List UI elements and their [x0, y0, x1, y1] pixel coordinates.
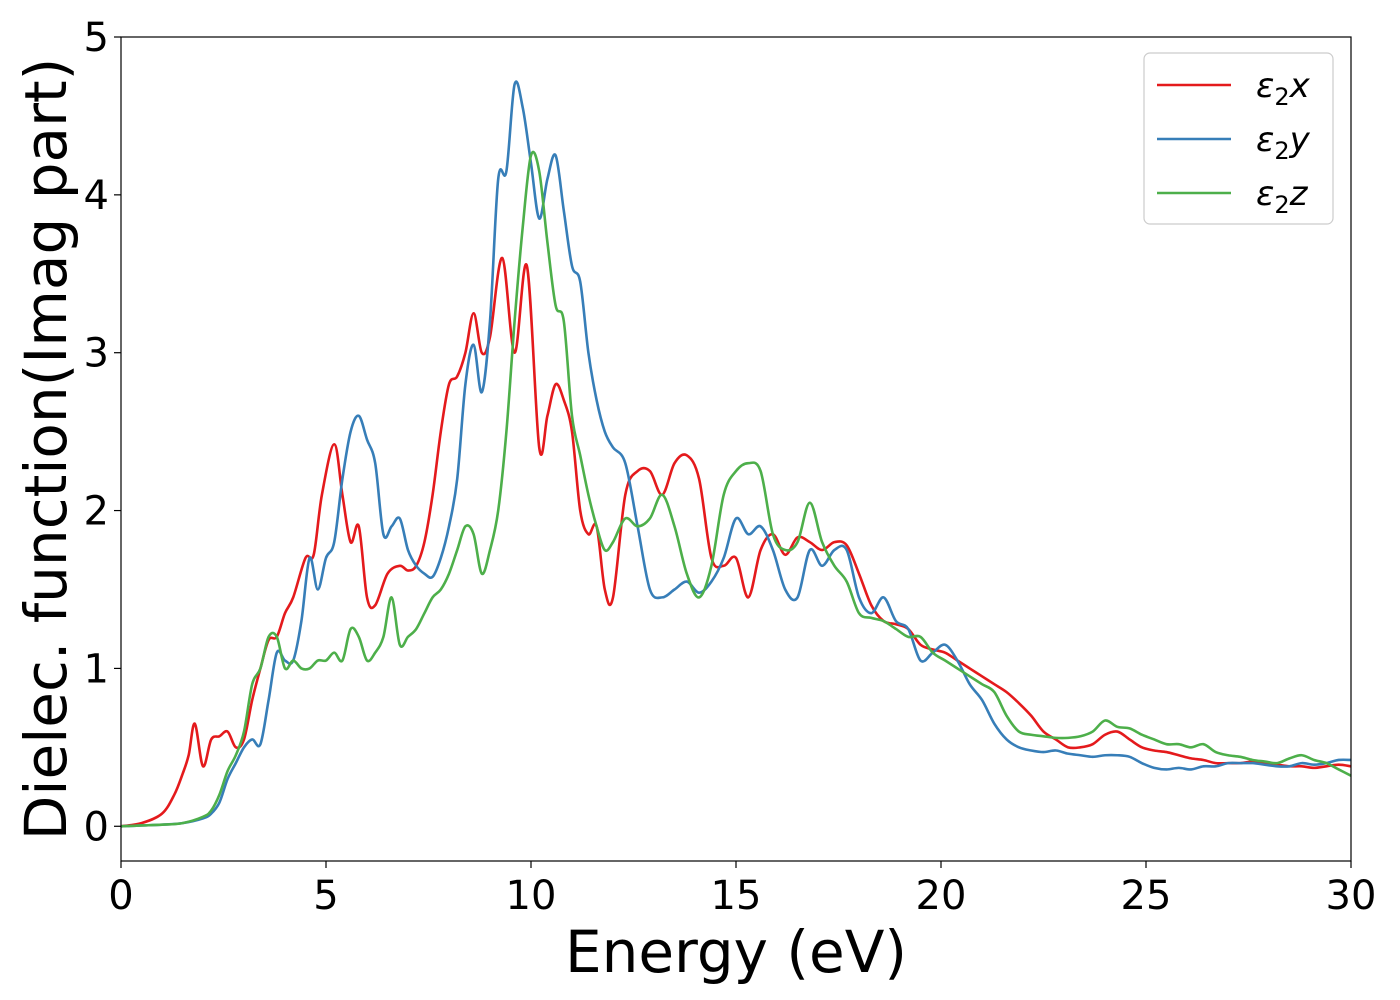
y-tick-label: 0 [84, 804, 109, 850]
legend: ε2x ε2y ε2z [1143, 52, 1334, 225]
y-tick-label: 2 [84, 489, 109, 535]
x-tick-label: 30 [1326, 873, 1377, 919]
y-tick-label: 3 [84, 331, 109, 377]
legend-box [1143, 52, 1334, 225]
x-tick-label: 15 [711, 873, 762, 919]
legend-entry-x: ε2x [1256, 66, 1311, 111]
series-line-y [121, 80, 1351, 828]
legend-entry-z: ε2z [1256, 174, 1309, 219]
y-axis-label: Dielec. function(Imag part) [12, 58, 80, 841]
x-axis-label: Energy (eV) [565, 918, 907, 986]
series-line-x [121, 256, 1351, 828]
x-tick-label: 25 [1121, 873, 1172, 919]
y-axis: 0 1 2 3 4 5 [84, 15, 121, 850]
series-group [121, 80, 1351, 828]
x-tick-label: 0 [108, 873, 133, 919]
y-tick-label: 5 [84, 15, 109, 61]
x-tick-label: 20 [916, 873, 967, 919]
x-tick-label: 5 [313, 873, 338, 919]
y-tick-label: 4 [84, 173, 109, 219]
x-axis: 0 5 10 15 20 25 30 [108, 861, 1376, 919]
x-tick-label: 10 [506, 873, 557, 919]
y-tick-label: 1 [84, 646, 109, 692]
legend-entry-y: ε2y [1256, 120, 1311, 165]
series-line-z [121, 150, 1351, 828]
